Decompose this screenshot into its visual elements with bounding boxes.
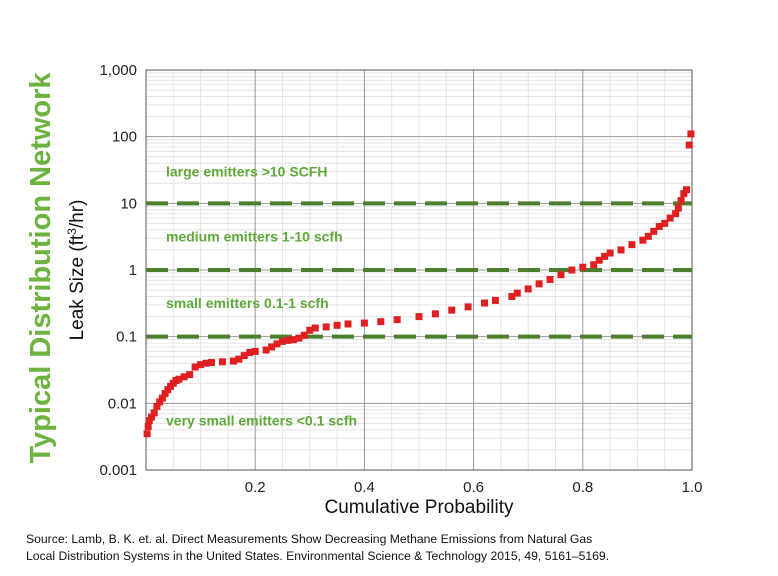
y-axis-label: Leak Size (ft3/hr) <box>65 200 88 341</box>
data-point <box>579 263 587 271</box>
data-point <box>464 303 472 311</box>
emitter-category-label: small emitters 0.1-1 scfh <box>166 295 329 311</box>
data-point <box>546 276 554 284</box>
data-point <box>144 422 152 430</box>
data-point <box>311 324 319 332</box>
data-point <box>158 394 166 402</box>
data-point <box>218 358 226 366</box>
y-tick-label: 1 <box>129 262 137 279</box>
data-point <box>448 306 456 314</box>
data-point <box>393 316 401 324</box>
data-point <box>680 190 688 198</box>
data-point <box>284 336 292 344</box>
side-title: Typical Distribution Network <box>25 72 57 464</box>
x-tick-label: 1.0 <box>682 479 703 496</box>
data-point <box>606 249 614 257</box>
data-point <box>568 266 576 274</box>
data-point <box>685 141 693 149</box>
data-point <box>300 331 308 339</box>
data-point <box>674 204 682 212</box>
data-point <box>279 337 286 345</box>
data-point <box>262 346 270 354</box>
y-tick-label: 100 <box>112 129 137 146</box>
chart-canvas: large emitters >10 SCFH medium emitters 1… <box>25 62 703 518</box>
data-point <box>590 261 598 269</box>
data-point <box>147 413 155 421</box>
data-point <box>557 271 565 279</box>
data-point <box>644 232 652 240</box>
data-point <box>377 318 385 326</box>
data-point <box>655 222 663 230</box>
data-point <box>628 241 636 249</box>
data-point <box>153 402 161 410</box>
data-point <box>161 390 169 398</box>
data-point <box>273 340 281 348</box>
data-point <box>650 227 658 235</box>
data-point <box>672 210 680 218</box>
data-point <box>186 371 194 379</box>
data-point <box>143 430 151 438</box>
data-point <box>481 299 489 307</box>
data-point <box>666 214 674 222</box>
data-point <box>268 343 276 351</box>
data-point <box>508 293 516 301</box>
y-axis-label-superscript: 3 <box>65 228 79 235</box>
y-tick-label: 0.001 <box>99 462 137 479</box>
data-point <box>289 336 297 344</box>
data-point <box>322 323 330 331</box>
data-point <box>415 313 423 321</box>
data-point <box>180 373 188 381</box>
data-series <box>143 130 695 438</box>
data-point <box>191 363 199 371</box>
x-tick-label: 0.8 <box>572 479 593 496</box>
data-point <box>617 246 625 254</box>
source-citation: Source: Lamb, B. K. et. al. Direct Measu… <box>26 531 766 565</box>
data-point <box>677 197 685 205</box>
x-axis-label: Cumulative Probability <box>324 497 514 518</box>
emitter-category-label: medium emitters 1-10 scfh <box>166 228 343 244</box>
data-point <box>595 256 603 264</box>
data-point <box>344 320 352 328</box>
data-point <box>295 334 303 342</box>
emitter-category-label: large emitters >10 SCFH <box>166 164 327 180</box>
data-point <box>246 348 254 356</box>
data-point <box>524 285 532 293</box>
data-point <box>535 280 543 288</box>
emitter-category-label: very small emitters <0.1 scfh <box>166 413 357 429</box>
data-point <box>687 130 695 138</box>
data-point <box>360 319 368 327</box>
data-point <box>240 352 248 360</box>
y-tick-label: 1,000 <box>99 62 137 79</box>
x-tick-label: 0.4 <box>354 479 375 496</box>
data-point <box>150 409 158 417</box>
data-point <box>491 296 499 304</box>
data-point <box>431 310 439 318</box>
source-line-2: Local Distribution Systems in the United… <box>26 549 610 563</box>
source-line-1: Source: Lamb, B. K. et. al. Direct Measu… <box>26 532 593 546</box>
data-point <box>229 357 237 365</box>
data-point <box>197 361 205 369</box>
y-tick-label: 10 <box>120 195 137 212</box>
y-tick-label: 0.1 <box>116 329 137 346</box>
data-point <box>202 359 210 367</box>
data-point <box>208 358 216 366</box>
data-point <box>513 289 521 297</box>
data-point <box>156 398 164 406</box>
x-tick-label: 0.6 <box>463 479 484 496</box>
data-point <box>235 355 243 363</box>
data-point <box>333 321 341 329</box>
data-point <box>661 219 669 227</box>
data-point <box>251 347 259 355</box>
data-point <box>639 236 647 244</box>
data-point <box>175 375 183 383</box>
y-axis-label-main: Leak Size (ft <box>67 234 88 340</box>
y-axis-label-unit: /hr) <box>67 200 88 229</box>
y-tick-label: 0.01 <box>108 395 137 412</box>
data-point <box>306 326 314 334</box>
data-point <box>601 252 609 260</box>
x-tick-label: 0.2 <box>245 479 266 496</box>
data-point <box>683 186 691 194</box>
